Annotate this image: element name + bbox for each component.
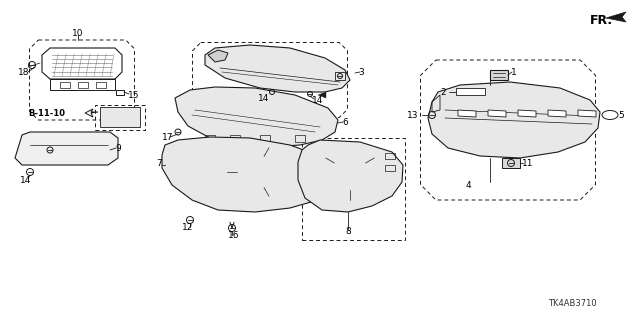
Polygon shape	[428, 82, 600, 158]
Bar	[60, 82, 70, 88]
Polygon shape	[458, 110, 476, 117]
Text: 6: 6	[342, 117, 348, 126]
Text: 10: 10	[72, 28, 84, 37]
Polygon shape	[518, 110, 536, 117]
Text: 2: 2	[440, 87, 445, 97]
Polygon shape	[488, 110, 506, 117]
Circle shape	[227, 144, 283, 200]
Text: 17: 17	[162, 132, 173, 141]
Polygon shape	[175, 87, 338, 147]
Bar	[96, 82, 106, 88]
Text: 11: 11	[522, 158, 534, 167]
Text: B-11-10: B-11-10	[28, 108, 65, 117]
Text: 14: 14	[20, 175, 31, 185]
Text: 5: 5	[618, 110, 624, 119]
Text: 1: 1	[511, 68, 516, 76]
Text: 14: 14	[312, 95, 323, 105]
Circle shape	[322, 144, 378, 200]
Bar	[116, 90, 124, 94]
Text: 18: 18	[18, 68, 29, 76]
Polygon shape	[318, 92, 326, 98]
Text: 15: 15	[128, 91, 140, 100]
Polygon shape	[502, 158, 520, 168]
Text: 8: 8	[345, 228, 351, 236]
Text: FR.: FR.	[590, 13, 613, 27]
Text: 14: 14	[258, 93, 269, 102]
Bar	[78, 82, 88, 88]
Polygon shape	[490, 70, 508, 80]
Text: 4: 4	[465, 180, 471, 189]
Polygon shape	[205, 45, 350, 92]
Text: TK4AB3710: TK4AB3710	[548, 299, 596, 308]
Polygon shape	[606, 12, 626, 22]
Bar	[302, 138, 405, 240]
Text: 16: 16	[228, 231, 239, 241]
Text: 7: 7	[156, 158, 162, 167]
Text: 12: 12	[182, 223, 193, 233]
Polygon shape	[85, 109, 98, 117]
Text: 9: 9	[115, 143, 121, 153]
Polygon shape	[208, 50, 228, 62]
Polygon shape	[548, 110, 566, 117]
Polygon shape	[298, 140, 403, 212]
Polygon shape	[15, 132, 118, 165]
Bar	[95, 105, 145, 130]
Polygon shape	[100, 107, 140, 127]
Polygon shape	[456, 88, 485, 95]
Polygon shape	[162, 137, 338, 212]
Polygon shape	[578, 110, 596, 117]
Text: 13: 13	[406, 110, 418, 119]
Text: 3: 3	[358, 68, 364, 76]
